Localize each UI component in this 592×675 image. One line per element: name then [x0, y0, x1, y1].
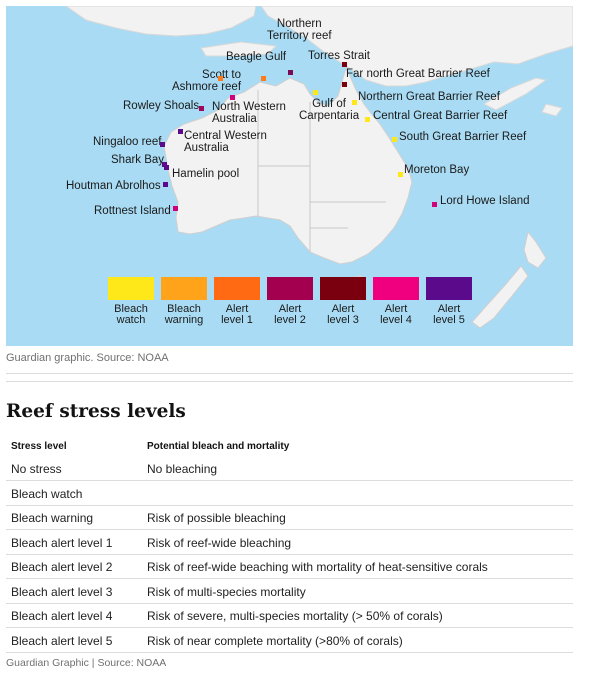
location-marker [313, 90, 318, 95]
table-row: No stress No bleaching [6, 456, 573, 481]
map-source: Guardian graphic. Source: NOAA [6, 352, 169, 364]
location-label: Rottnest Island [94, 205, 171, 217]
location-marker [164, 165, 169, 170]
location-marker [230, 95, 235, 100]
location-label: Shark Bay [111, 154, 165, 166]
location-label: South Great Barrier Reef [399, 131, 527, 143]
location-marker [392, 137, 397, 142]
mortality-cell: Risk of reef-wide beaching with mortalit… [147, 560, 488, 574]
legend-label: Bleach warning [164, 303, 204, 326]
location-marker [365, 117, 370, 122]
location-marker [173, 206, 178, 211]
mortality-cell: Risk of severe, multi-species mortality … [147, 609, 443, 623]
location-label: Northern Great Barrier Reef [358, 91, 500, 103]
legend-label: Alert level 2 [274, 303, 306, 326]
legend-label: Alert level 4 [380, 303, 412, 326]
legend-swatch [373, 277, 419, 300]
location-marker [218, 76, 223, 81]
legend-label: Bleach watch [114, 303, 148, 326]
map-landmass [65, 6, 573, 329]
table-title: Reef stress levels [6, 401, 186, 422]
header-stress-level: Stress level [11, 441, 67, 452]
alert-legend: Bleach watch Bleach warning Alert level 1 A… [108, 277, 488, 337]
location-label: Moreton Bay [404, 164, 470, 176]
legend-label: Alert level 1 [221, 303, 253, 326]
location-marker [342, 62, 347, 67]
table-row: Bleach watch [6, 481, 573, 506]
location-label: Houtman Abrolhos [66, 180, 161, 192]
stress-level-cell: No stress [11, 462, 62, 476]
location-label: Central Great Barrier Reef [373, 110, 508, 122]
location-label: Northern Territory reef [267, 18, 332, 42]
legend-swatch [214, 277, 260, 300]
table-row: Bleach alert level 2 Risk of reef-wide be… [6, 554, 573, 579]
location-label: Central Western Australia [184, 130, 267, 154]
location-marker [288, 70, 293, 75]
legend-swatch [320, 277, 366, 300]
table-row: Bleach alert level 5 Risk of near complet… [6, 628, 573, 653]
mortality-cell: Risk of near complete mortality (>80% of… [147, 633, 403, 648]
legend-swatch [426, 277, 472, 300]
location-label: North Western Australia [212, 101, 286, 125]
reef-map: Northern Territory reef Torres Strait Beag… [6, 6, 573, 346]
location-marker [160, 142, 165, 147]
location-label: Beagle Gulf [226, 51, 287, 63]
header-potential-mortality: Potential bleach and mortality [147, 441, 290, 452]
divider [6, 373, 573, 374]
location-label: Lord Howe Island [440, 195, 530, 207]
location-marker [178, 129, 183, 134]
location-marker [432, 202, 437, 207]
location-label: Torres Strait [308, 50, 370, 62]
legend-label: Alert level 5 [433, 303, 465, 326]
mortality-cell: Risk of multi-species mortality [147, 584, 306, 599]
table-row: Bleach alert level 4 Risk of severe, mult… [6, 603, 573, 628]
table-source: Guardian Graphic | Source: NOAA [6, 657, 167, 669]
stress-level-cell: Bleach alert level 2 [11, 560, 113, 574]
stress-level-cell: Bleach alert level 3 [11, 584, 113, 599]
location-label: Far north Great Barrier Reef [346, 68, 490, 80]
table-row: Bleach alert level 3 Risk of multi-specie… [6, 579, 573, 604]
legend-swatch [267, 277, 313, 300]
location-marker [342, 82, 347, 87]
location-marker [261, 76, 266, 81]
legend-label: Alert level 3 [327, 303, 359, 326]
table-row: Bleach alert level 1 Risk of reef-wide bl… [6, 530, 573, 555]
mortality-cell: Risk of reef-wide bleaching [147, 535, 292, 550]
location-label: Ningaloo reef [93, 136, 162, 148]
location-marker [162, 162, 167, 167]
stress-level-cell: Bleach warning [11, 511, 94, 525]
stress-level-cell: Bleach alert level 5 [11, 633, 113, 648]
stress-level-cell: Bleach alert level 4 [11, 609, 113, 623]
location-label: Rowley Shoals [123, 100, 200, 112]
table-row: Bleach warning Risk of possible bleaching [6, 505, 573, 530]
location-marker [352, 100, 357, 105]
location-label: Gulf of Carpentaria [299, 98, 360, 122]
mortality-cell: No bleaching [147, 462, 218, 476]
location-marker [163, 182, 168, 187]
legend-swatch [108, 277, 154, 300]
location-marker [199, 106, 204, 111]
location-marker [398, 172, 403, 177]
mortality-cell: Risk of possible bleaching [147, 511, 286, 525]
location-label: Scott to Ashmore reef [172, 69, 242, 93]
stress-level-cell: Bleach alert level 1 [11, 535, 113, 550]
stress-level-cell: Bleach watch [11, 486, 83, 501]
divider [6, 381, 573, 382]
legend-swatch [161, 277, 207, 300]
location-label: Hamelin pool [172, 168, 240, 180]
